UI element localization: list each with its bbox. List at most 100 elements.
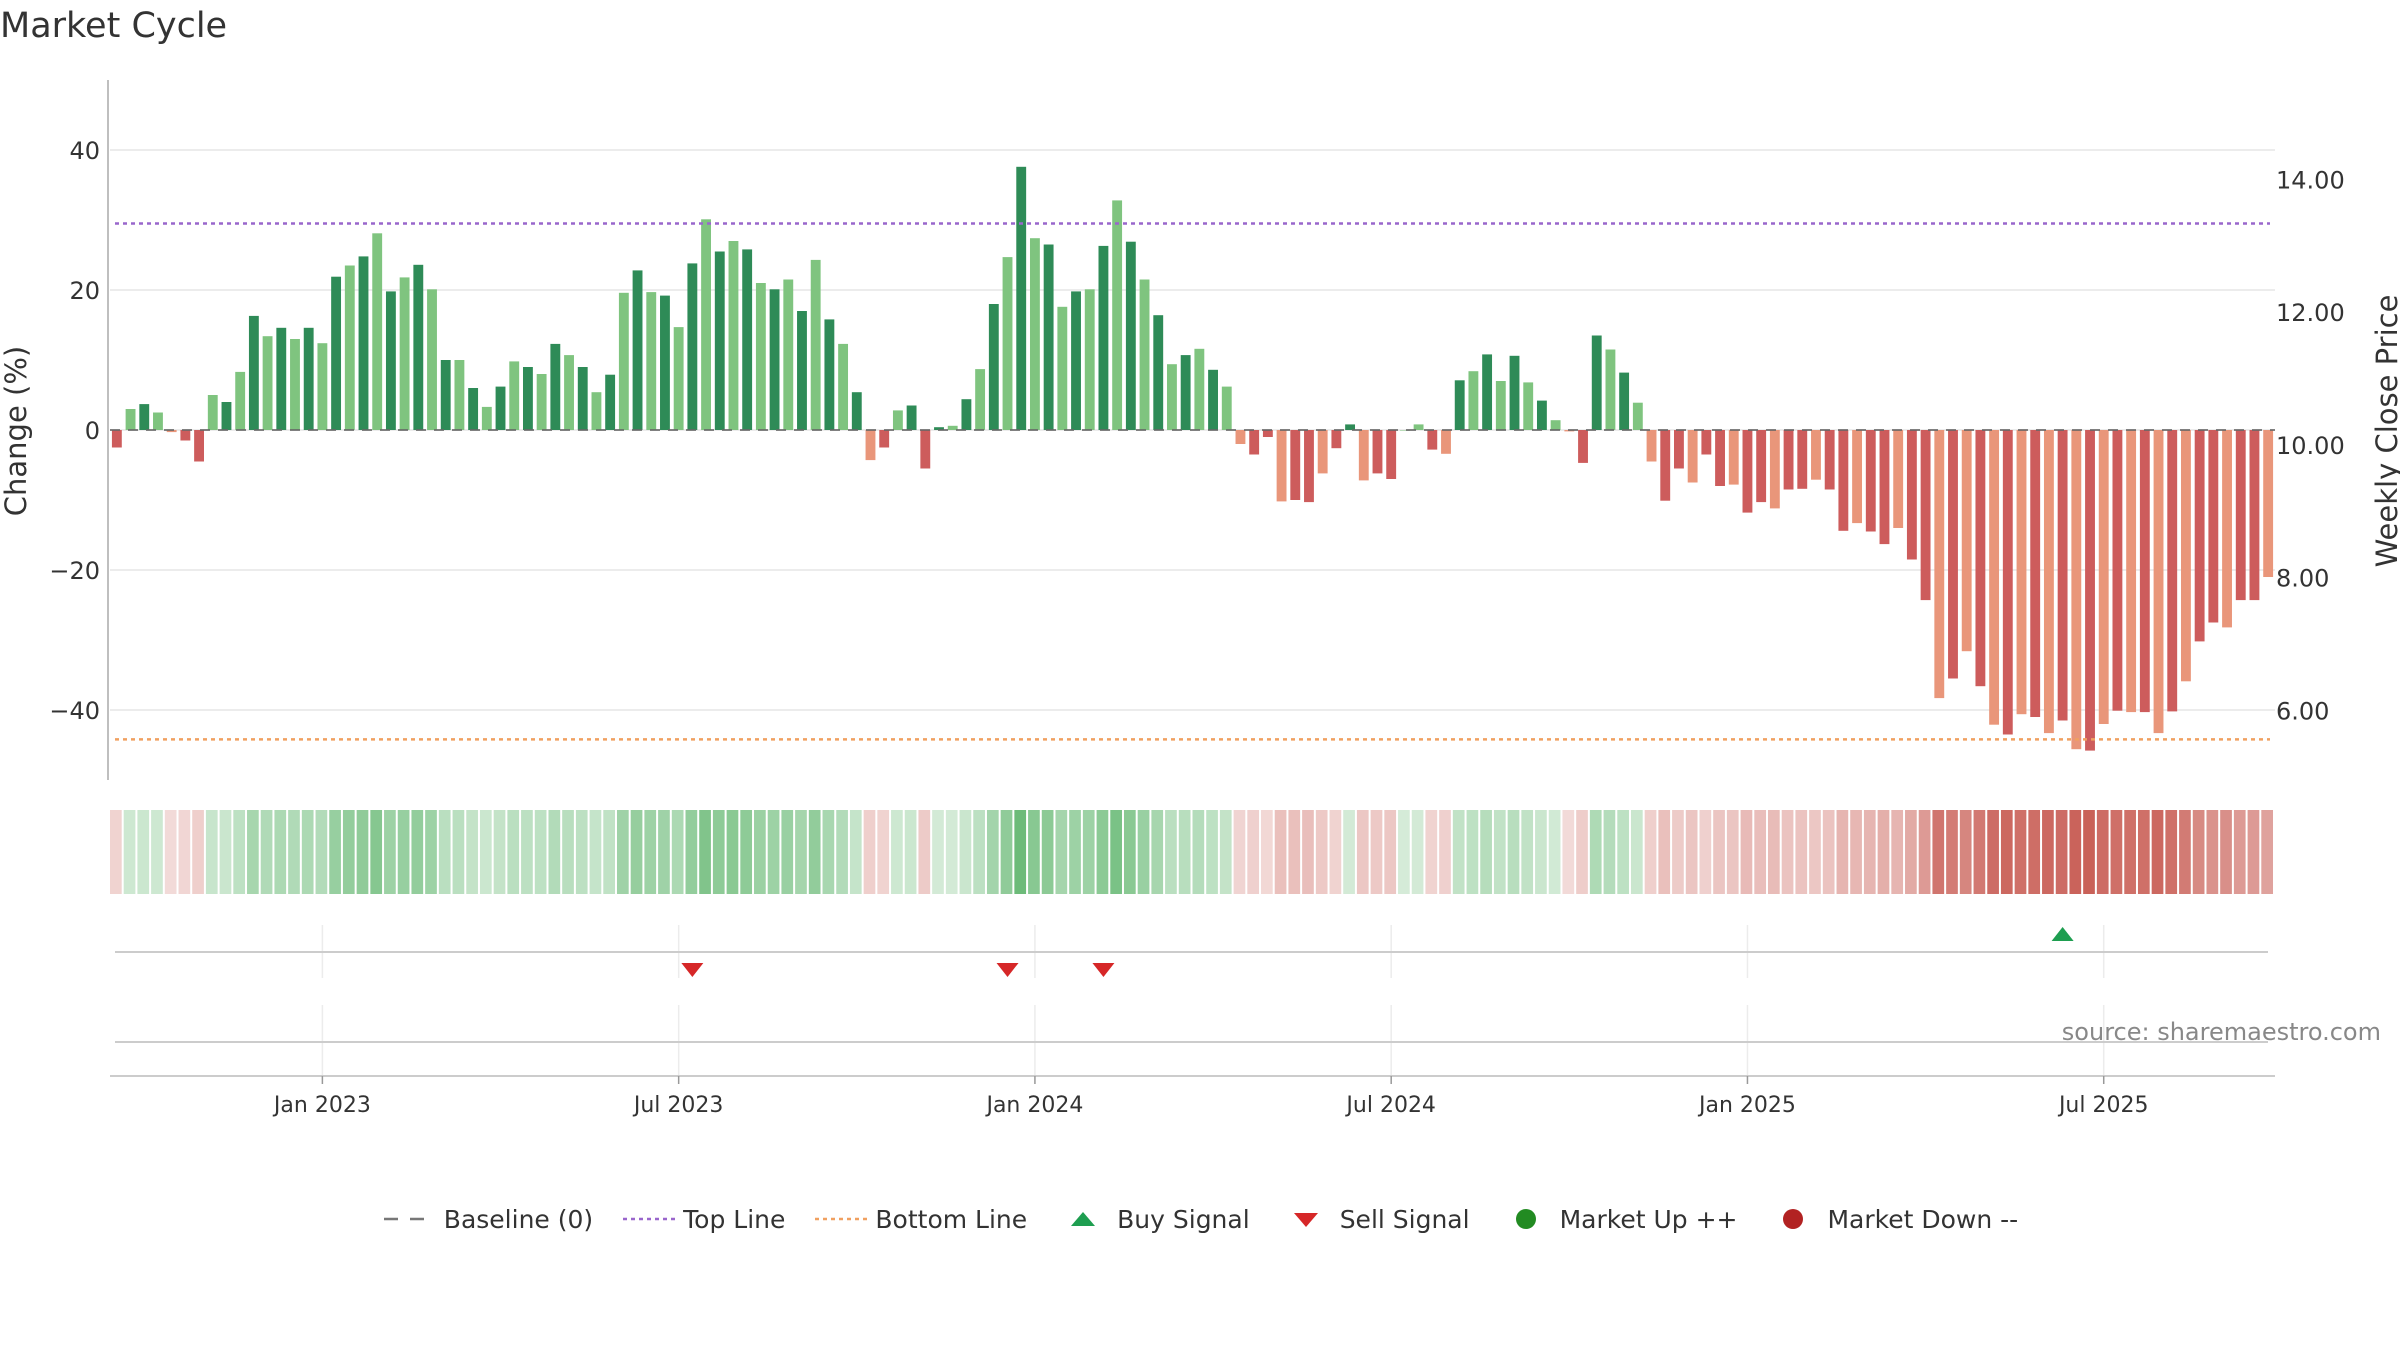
heat-cell	[123, 810, 136, 894]
change-bar	[838, 343, 849, 430]
heat-cell	[1905, 810, 1917, 894]
heat-cell	[754, 810, 766, 894]
change-bar	[1482, 354, 1493, 430]
heat-cell	[301, 810, 314, 894]
change-bar	[1975, 430, 1986, 687]
change-bar	[276, 327, 287, 430]
change-bar	[2002, 430, 2013, 735]
change-bar	[783, 279, 794, 430]
change-bar	[495, 386, 506, 430]
heat-cell	[1781, 810, 1794, 894]
heat-cell	[1219, 810, 1232, 894]
heat-cell	[658, 810, 670, 894]
y2-tick-label: 8.00	[2276, 565, 2329, 593]
heat-cell	[2110, 810, 2123, 894]
legend-item: Buy Signal	[1055, 1204, 1250, 1234]
source-text: source: sharemaestro.com	[2062, 1018, 2381, 1046]
heat-cell	[904, 810, 917, 894]
change-bar	[1167, 364, 1177, 430]
change-bar	[591, 392, 602, 430]
change-bar	[454, 360, 465, 430]
legend-item: Sell Signal	[1278, 1204, 1470, 1234]
change-bar	[769, 289, 780, 430]
reference-lines	[110, 222, 2275, 741]
change-bar	[810, 259, 821, 430]
heat-cell	[644, 810, 657, 894]
heat-cell	[726, 810, 739, 894]
change-bar	[1578, 430, 1588, 463]
heat-cell	[548, 810, 561, 894]
change-bar	[1632, 402, 1643, 430]
heat-cell	[2096, 810, 2109, 894]
heat-cell	[1932, 810, 1945, 894]
change-bar	[509, 361, 520, 430]
legend-symbol-circle	[1783, 1209, 1804, 1229]
change-bar	[1783, 430, 1794, 490]
heat-cell	[2247, 810, 2260, 894]
heat-cell	[356, 810, 369, 894]
change-bar	[1687, 430, 1698, 483]
change-bar	[714, 251, 725, 430]
heat-cell	[1535, 810, 1547, 894]
x-tick-label: Jul 2024	[1344, 1093, 1436, 1118]
change-bar	[742, 249, 753, 430]
heat-cell	[2179, 810, 2191, 894]
heat-cell	[2014, 810, 2027, 894]
heat-cell	[1411, 810, 1424, 894]
change-bar	[1468, 371, 1479, 430]
heat-cell	[1261, 810, 1273, 894]
heat-cell	[1384, 810, 1397, 894]
heat-cell	[1644, 810, 1657, 894]
change-bar	[1043, 244, 1054, 430]
heat-cell	[699, 810, 711, 894]
change-bar	[2057, 430, 2068, 721]
chart-title: Market Cycle	[0, 6, 228, 46]
heat-cell	[2151, 810, 2164, 894]
change-bar	[2194, 430, 2205, 642]
change-bar	[577, 367, 588, 430]
y2-tick-label: 10.00	[2276, 432, 2345, 460]
change-bar	[1756, 430, 1767, 503]
heat-cell	[219, 810, 232, 894]
heat-cell	[1233, 810, 1246, 894]
heat-cell	[384, 810, 396, 894]
change-bar	[1358, 430, 1369, 481]
y2-axis-label: Weekly Close Price	[2370, 295, 2400, 568]
change-bar	[2071, 430, 2082, 750]
change-bar	[1441, 430, 1451, 454]
change-bar	[125, 409, 136, 430]
change-bar	[701, 219, 711, 430]
heat-cell	[1028, 810, 1040, 894]
heat-cell	[616, 810, 629, 894]
heat-cell	[1754, 810, 1767, 894]
heat-cell	[370, 810, 383, 894]
change-bar	[824, 319, 835, 430]
heat-cell	[1973, 810, 1986, 894]
change-bar	[2181, 430, 2191, 682]
change-bar	[468, 388, 479, 430]
heat-cell	[1863, 810, 1876, 894]
change-bar	[797, 311, 807, 430]
heat-cell	[1137, 810, 1150, 894]
change-bar	[248, 315, 259, 430]
change-bar	[2098, 430, 2109, 724]
change-bar	[317, 343, 328, 430]
heat-cell	[1946, 810, 1958, 894]
change-bar	[207, 395, 218, 430]
heat-cell	[1740, 810, 1753, 894]
legend-label: Market Down --	[1827, 1204, 2019, 1234]
y-tick-label: −40	[49, 697, 100, 725]
heat-cell	[205, 810, 218, 894]
change-bar	[879, 430, 890, 448]
change-bar	[1893, 430, 1904, 528]
change-bar	[1249, 430, 1260, 455]
heat-cell	[822, 810, 835, 894]
heat-cell	[945, 810, 958, 894]
change-bar	[1057, 306, 1068, 430]
x-tick-label: Jan 2024	[984, 1093, 1083, 1118]
heat-cell	[1041, 810, 1054, 894]
change-bar	[660, 295, 670, 430]
heat-cell	[110, 810, 122, 894]
heat-cell	[1466, 810, 1479, 894]
change-bar	[440, 360, 451, 430]
